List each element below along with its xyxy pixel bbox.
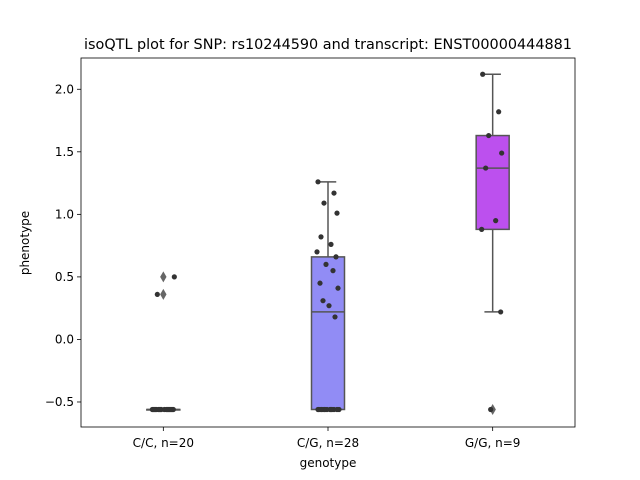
data-point [331, 190, 337, 196]
data-point [480, 71, 486, 77]
data-point [330, 268, 336, 274]
x-tick-label: C/G, n=28 [297, 436, 359, 450]
outlier-marker [160, 271, 167, 283]
y-tick-label: −0.5 [45, 395, 74, 409]
data-point [332, 314, 338, 320]
data-point [326, 303, 332, 309]
data-point [318, 234, 324, 240]
data-point [498, 309, 504, 315]
x-tick-label: C/C, n=20 [133, 436, 194, 450]
data-point [317, 280, 323, 286]
y-tick-label: 0.0 [55, 332, 74, 346]
chart-title: isoQTL plot for SNP: rs10244590 and tran… [84, 37, 572, 53]
data-point [328, 406, 334, 413]
data-point [315, 179, 321, 185]
x-axis-label: genotype [300, 456, 357, 470]
data-point [333, 254, 339, 260]
y-tick-label: 1.5 [55, 145, 74, 159]
data-point [151, 406, 157, 413]
y-tick-label: 2.0 [55, 82, 74, 96]
data-point [479, 226, 485, 232]
x-tick-label: G/G, n=9 [465, 436, 521, 450]
data-point [164, 406, 170, 413]
data-point [318, 406, 324, 413]
data-point [328, 241, 334, 247]
data-point [334, 210, 340, 216]
data-point [496, 109, 502, 115]
data-point [154, 291, 160, 298]
box [310, 256, 346, 411]
data-point [314, 249, 320, 255]
axes-frame [80, 57, 576, 428]
data-point [483, 165, 489, 171]
data-point [334, 406, 340, 413]
box [475, 134, 510, 231]
data-point [321, 200, 327, 206]
y-tick-label: 1.0 [55, 207, 74, 221]
data-point [488, 406, 494, 413]
data-point [335, 285, 341, 291]
data-point [323, 261, 329, 267]
data-point [171, 274, 177, 280]
y-axis-label: phenotype [18, 211, 32, 275]
data-point [320, 298, 326, 304]
y-tick-label: 0.5 [55, 270, 74, 284]
data-point [157, 406, 163, 413]
data-point [499, 150, 505, 156]
outlier-marker [160, 288, 167, 300]
data-point [486, 132, 492, 139]
data-point [493, 218, 499, 224]
plot-area: −0.5 0.0 0.5 1.0 1.5 2.0 C/C, n=20 C/G, n=28 G/G… [45, 57, 576, 450]
